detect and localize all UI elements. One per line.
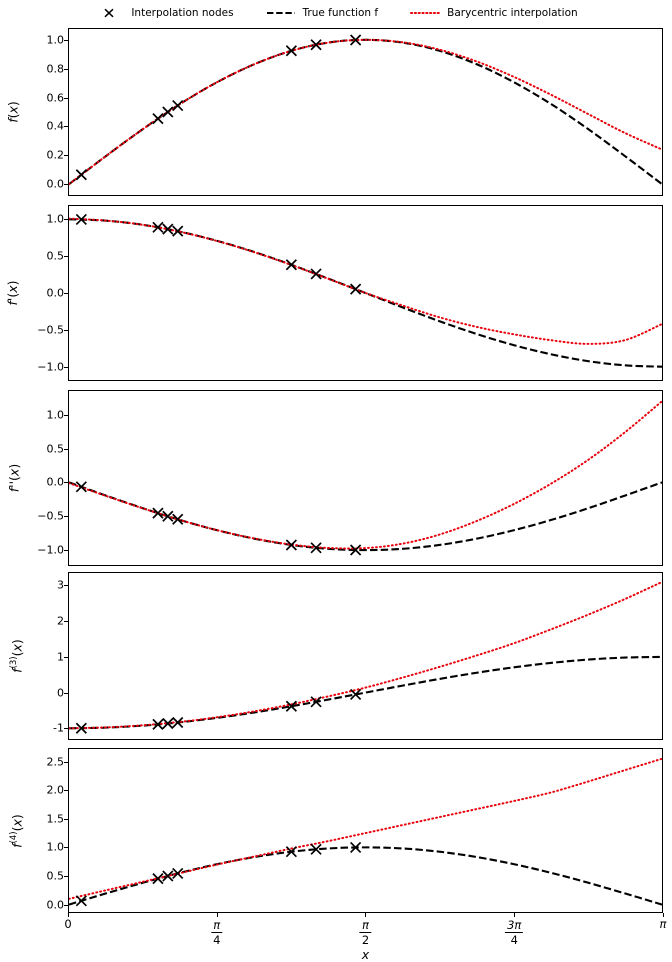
x-tick-mark bbox=[216, 913, 218, 917]
y-axis-label-4: f(3)(x) bbox=[9, 639, 25, 673]
y-tick-mark bbox=[64, 256, 68, 258]
y-tick-mark bbox=[64, 219, 68, 221]
legend-item-barycentric: Barycentric interpolation bbox=[410, 7, 578, 19]
subplot-1 bbox=[68, 28, 663, 196]
y-tick-mark bbox=[64, 68, 68, 70]
x-tick-mark bbox=[514, 913, 516, 917]
y-tick-label: 0.0 bbox=[46, 286, 65, 300]
y-tick-mark bbox=[64, 847, 68, 849]
x-axis-label: x bbox=[361, 947, 370, 962]
y-tick-mark bbox=[64, 184, 68, 186]
y-tick-mark bbox=[64, 155, 68, 157]
y-tick-label: 1.0 bbox=[46, 408, 65, 422]
y-tick-mark bbox=[64, 761, 68, 763]
y-tick-label: −1.0 bbox=[37, 360, 64, 374]
y-tick-mark bbox=[64, 329, 68, 331]
y-tick-label: −0.5 bbox=[37, 323, 64, 337]
y-tick-mark bbox=[64, 482, 68, 484]
y-tick-label: −1.0 bbox=[37, 543, 64, 557]
y-tick-label: 2.0 bbox=[46, 783, 65, 797]
x-tick-label: π bbox=[659, 917, 667, 931]
y-tick-mark bbox=[64, 728, 68, 730]
dotted-line-icon bbox=[410, 7, 441, 19]
y-axis-label-1: f(x) bbox=[5, 101, 21, 123]
y-tick-label: 1.0 bbox=[46, 33, 65, 47]
legend-label-barycentric: Barycentric interpolation bbox=[447, 7, 578, 19]
legend-label-true-function: True function f bbox=[302, 7, 379, 19]
chart-legend: Interpolation nodes True function f Bary… bbox=[0, 0, 672, 26]
y-tick-mark bbox=[64, 97, 68, 99]
y-tick-label: 0.5 bbox=[46, 869, 65, 883]
y-tick-mark bbox=[64, 656, 68, 658]
y-tick-label: 0.0 bbox=[46, 475, 65, 489]
y-tick-label: 0.4 bbox=[46, 119, 65, 133]
y-tick-mark bbox=[64, 585, 68, 587]
y-tick-mark bbox=[64, 448, 68, 450]
legend-item-true-function: True function f bbox=[266, 7, 379, 19]
y-tick-mark bbox=[64, 516, 68, 518]
y-tick-label: 1 bbox=[57, 650, 64, 664]
y-axis-label-3: f''(x) bbox=[6, 463, 22, 493]
y-tick-label: 1.0 bbox=[46, 212, 65, 226]
y-tick-label: 0 bbox=[57, 686, 64, 700]
subplot-5 bbox=[68, 748, 663, 913]
y-tick-label: 0.8 bbox=[46, 62, 65, 76]
y-tick-mark bbox=[64, 550, 68, 552]
y-tick-label: -1 bbox=[53, 721, 64, 735]
legend-label-nodes: Interpolation nodes bbox=[131, 7, 234, 19]
subplot-2 bbox=[68, 205, 663, 381]
subplot-4 bbox=[68, 572, 663, 740]
y-tick-label: 0.5 bbox=[46, 442, 65, 456]
y-tick-label: 0.0 bbox=[46, 898, 65, 912]
y-tick-mark bbox=[64, 414, 68, 416]
x-marker-icon bbox=[94, 7, 124, 19]
x-tick-label: 3π 4 bbox=[505, 918, 524, 948]
y-tick-label: 0.6 bbox=[46, 91, 65, 105]
x-tick-mark bbox=[663, 913, 664, 917]
y-tick-mark bbox=[64, 366, 68, 368]
y-axis-label-2: f'(x) bbox=[5, 280, 21, 306]
x-axis-ticks: 0 π 4 π 2 3π 4 π bbox=[64, 913, 666, 953]
y-tick-mark bbox=[64, 818, 68, 820]
dashed-line-icon bbox=[266, 7, 296, 19]
y-tick-label: 2 bbox=[57, 614, 64, 628]
y-tick-mark bbox=[64, 692, 68, 694]
y-tick-mark bbox=[64, 621, 68, 623]
x-tick-label: 0 bbox=[64, 917, 72, 931]
y-tick-label: 3 bbox=[57, 578, 64, 592]
legend-item-interpolation-nodes: Interpolation nodes bbox=[94, 7, 234, 19]
y-tick-mark bbox=[64, 904, 68, 906]
y-tick-label: 0.2 bbox=[46, 148, 65, 162]
y-tick-label: 0.0 bbox=[46, 177, 65, 191]
x-tick-mark bbox=[68, 913, 69, 917]
y-tick-label: 1.0 bbox=[46, 840, 65, 854]
y-tick-mark bbox=[64, 293, 68, 294]
y-tick-mark bbox=[64, 790, 68, 792]
y-tick-label: −0.5 bbox=[37, 509, 64, 523]
y-tick-label: 1.5 bbox=[46, 812, 65, 826]
y-tick-label: 0.5 bbox=[46, 249, 65, 263]
y-axis-label-5: f(4)(x) bbox=[9, 813, 25, 848]
y-tick-mark bbox=[64, 39, 68, 41]
x-tick-mark bbox=[365, 913, 367, 917]
subplot-3 bbox=[68, 390, 663, 566]
y-tick-mark bbox=[64, 126, 68, 128]
y-tick-label: 2.5 bbox=[46, 755, 65, 769]
y-tick-mark bbox=[64, 875, 68, 877]
